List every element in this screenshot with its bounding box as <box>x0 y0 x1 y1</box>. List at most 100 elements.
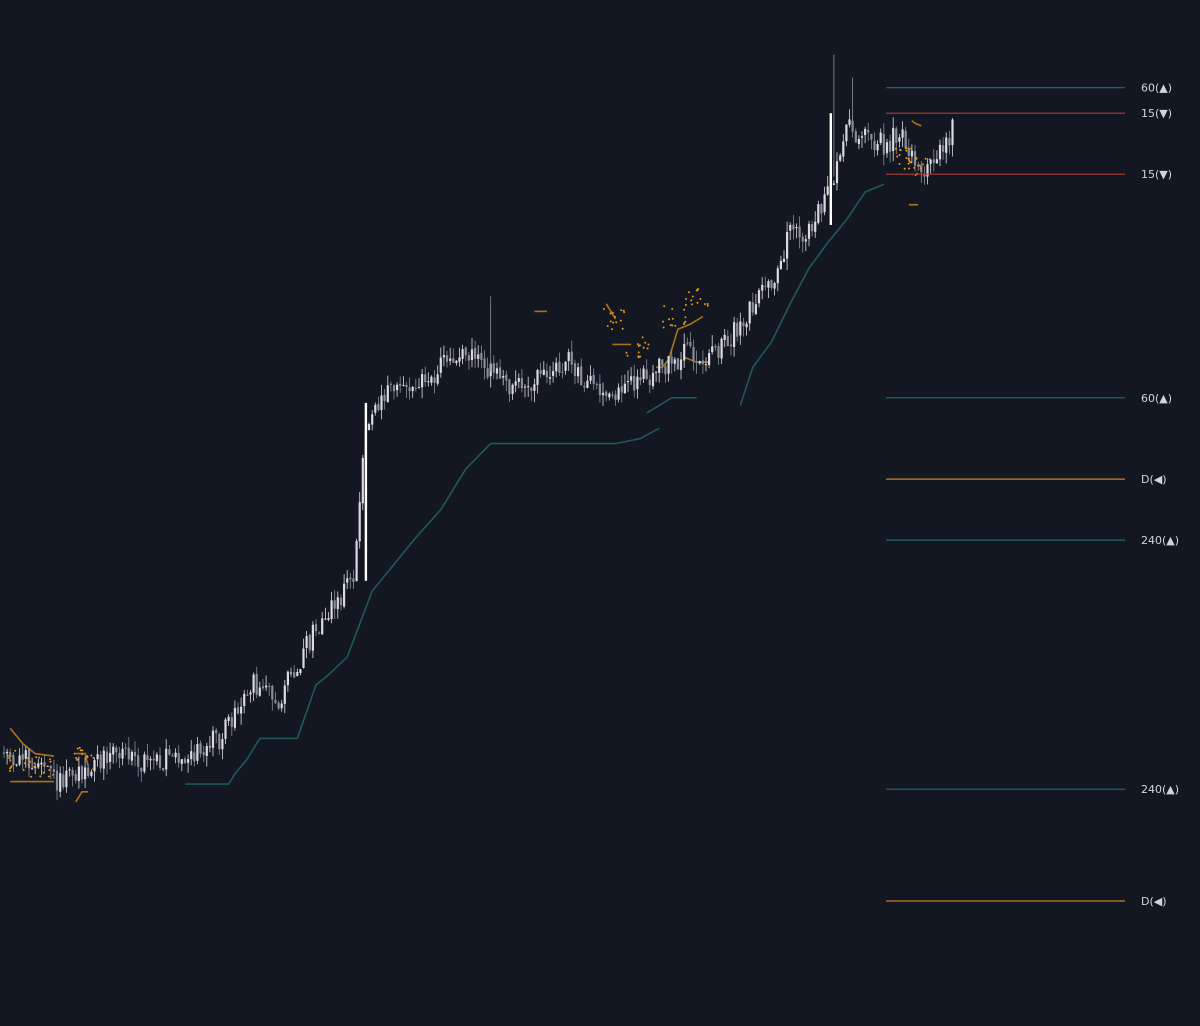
level-8[interactable]: D(◀) <box>886 895 1167 908</box>
candle-body <box>923 173 926 177</box>
candle <box>826 175 829 196</box>
candle <box>583 381 586 393</box>
candle <box>458 347 461 367</box>
candle <box>533 378 536 403</box>
candle-body <box>115 747 118 753</box>
candle-body <box>102 750 105 769</box>
candle-body <box>617 387 620 400</box>
candle-body <box>555 362 558 372</box>
candle <box>43 755 46 774</box>
candle <box>427 372 430 387</box>
dot-marker <box>905 147 908 149</box>
level-7[interactable]: 240(▲) <box>886 783 1179 796</box>
candle-body <box>589 375 592 381</box>
candle <box>907 138 910 158</box>
level-1[interactable]: 60(▲) <box>886 82 1172 95</box>
candle-body <box>655 371 658 373</box>
candle <box>773 281 776 296</box>
candle-body <box>190 751 193 760</box>
candle <box>782 250 786 263</box>
dot-marker <box>620 309 623 312</box>
level-4[interactable]: 60(▲) <box>886 392 1172 405</box>
candle <box>449 347 452 366</box>
candle <box>99 751 102 773</box>
candle <box>767 279 770 298</box>
candle <box>165 739 168 777</box>
candle-body <box>807 223 811 239</box>
candle-body <box>683 344 686 361</box>
dot-marker <box>613 315 616 318</box>
dot-marker <box>668 318 671 321</box>
dot-marker <box>644 341 647 344</box>
candle <box>483 350 486 380</box>
candle-body <box>839 155 842 161</box>
candle <box>879 128 882 146</box>
candle <box>146 743 149 768</box>
candle-body <box>15 764 18 766</box>
candle-body <box>205 746 208 756</box>
dot-marker <box>671 324 674 327</box>
candle-body <box>187 759 190 763</box>
candle <box>832 180 835 186</box>
candle-body <box>889 140 892 152</box>
candle <box>505 370 508 392</box>
candle <box>305 631 308 659</box>
dot-marker <box>908 167 910 170</box>
candle <box>227 714 230 726</box>
candle-body <box>820 203 823 214</box>
dot-marker <box>86 756 89 759</box>
candle-body <box>252 674 255 693</box>
level-label: D(◀) <box>1141 473 1167 486</box>
dot-marker <box>684 303 687 306</box>
level-3[interactable]: 15(▼) <box>886 168 1172 181</box>
candle-body <box>296 672 299 677</box>
dot-marker <box>35 756 38 759</box>
candle <box>630 367 633 385</box>
candle-body <box>598 383 601 396</box>
candle <box>948 130 951 155</box>
candle-body <box>689 342 692 347</box>
level-2[interactable]: 15(▼) <box>886 107 1172 120</box>
candle-body <box>224 719 227 739</box>
candle-body <box>177 752 180 763</box>
candle-body <box>926 164 929 177</box>
candle-body <box>711 346 714 353</box>
candle <box>205 742 208 767</box>
candle-body <box>676 358 679 370</box>
dot-marker <box>606 325 609 327</box>
candle <box>40 757 43 775</box>
candle-body <box>380 395 383 411</box>
dot-marker <box>662 320 664 323</box>
candle <box>436 365 439 386</box>
candle-body <box>396 384 399 391</box>
candle <box>608 392 611 401</box>
candle <box>626 370 630 393</box>
level-6[interactable]: 240(▲) <box>886 534 1179 547</box>
candle-body <box>467 355 470 361</box>
candle <box>898 133 901 148</box>
dot-marker <box>922 163 924 166</box>
dot-marker <box>691 303 694 306</box>
candle <box>152 750 155 770</box>
candle <box>661 359 664 374</box>
candle-body <box>65 770 68 788</box>
candle-body <box>445 355 449 362</box>
candle <box>876 140 879 156</box>
candle-body <box>761 284 764 291</box>
candle <box>651 365 655 390</box>
level-5[interactable]: D(◀) <box>886 473 1167 486</box>
candle-body <box>37 763 40 768</box>
candle-body <box>552 371 555 376</box>
candle <box>15 763 18 767</box>
orange-indicator-layer <box>9 120 922 803</box>
candle-body <box>458 357 461 362</box>
candle <box>926 158 929 185</box>
candle <box>74 770 77 784</box>
candle <box>93 757 96 782</box>
candle <box>514 370 517 393</box>
candle <box>102 746 105 780</box>
candle <box>536 368 539 394</box>
dot-cluster-3 <box>73 746 95 770</box>
